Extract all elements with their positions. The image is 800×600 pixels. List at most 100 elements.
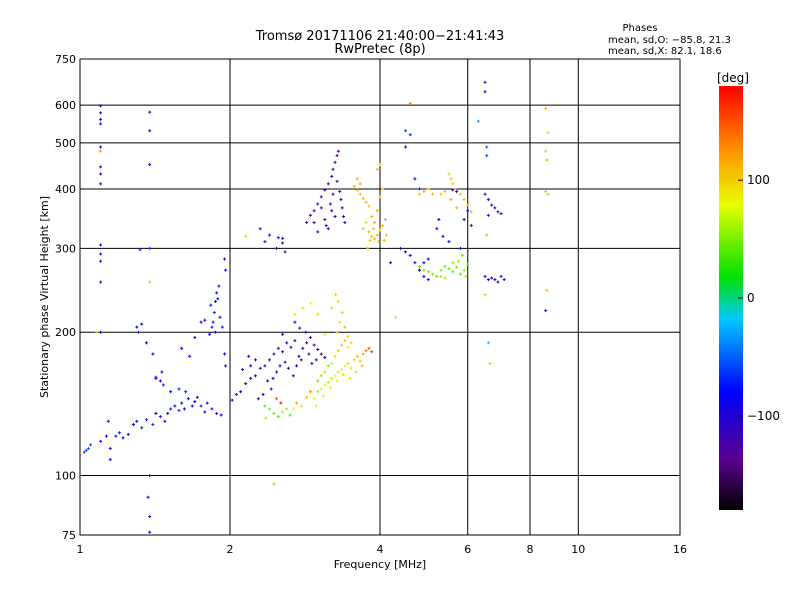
data-point [326, 380, 330, 384]
data-point [135, 325, 139, 329]
data-point [462, 268, 466, 272]
data-point [272, 352, 276, 356]
data-point [417, 192, 421, 196]
data-point [389, 261, 393, 265]
data-point [271, 376, 275, 380]
data-point [426, 270, 430, 274]
data-point [460, 253, 464, 257]
data-point [188, 354, 192, 358]
data-point [154, 411, 158, 415]
data-point [316, 379, 320, 383]
data-point [447, 172, 451, 176]
data-point [84, 448, 88, 452]
colorbar-tick-label: 0 [747, 291, 755, 305]
data-point [335, 179, 339, 183]
data-point [289, 345, 293, 349]
data-point [99, 330, 103, 334]
data-point [190, 404, 194, 408]
data-point [223, 352, 227, 356]
colorbar-tick-label: −100 [747, 409, 780, 423]
data-point [493, 206, 497, 210]
data-point [384, 233, 388, 237]
data-point [366, 246, 370, 250]
phases-title: Phases [622, 23, 657, 34]
data-point [408, 101, 412, 105]
x-ticks: 1 2 4 6 8 10 16 [77, 543, 688, 556]
data-point [267, 358, 271, 362]
data-point [205, 401, 209, 405]
data-point [328, 386, 332, 390]
data-point [154, 376, 158, 380]
data-point [99, 122, 103, 126]
data-point [439, 274, 443, 278]
data-point [417, 264, 421, 268]
data-point [258, 227, 262, 231]
data-point [148, 474, 152, 478]
data-point [336, 370, 340, 374]
data-point [333, 215, 337, 219]
data-point [305, 395, 309, 399]
data-point [169, 407, 173, 411]
data-point [544, 149, 548, 153]
data-point [99, 182, 103, 186]
data-point [275, 246, 279, 250]
data-point [466, 203, 470, 207]
data-point [469, 224, 473, 228]
data-point [281, 350, 285, 354]
data-point [343, 325, 347, 329]
data-point [99, 117, 103, 121]
data-point [443, 276, 447, 280]
data-point [269, 387, 273, 391]
data-point [339, 198, 343, 202]
data-point [121, 436, 125, 440]
data-point [249, 364, 253, 368]
data-point [370, 234, 374, 238]
data-point [316, 230, 320, 234]
data-point [209, 303, 213, 307]
data-point [213, 330, 217, 334]
data-point [453, 187, 457, 191]
data-point [382, 238, 386, 242]
data-point [431, 192, 435, 196]
data-point [224, 268, 228, 272]
data-point [375, 167, 379, 171]
data-point [173, 404, 177, 408]
data-point [299, 404, 303, 408]
data-point [291, 407, 295, 411]
data-point [493, 278, 497, 282]
y-tick-label: 75 [62, 529, 76, 542]
data-point [483, 192, 487, 196]
data-point [301, 306, 305, 310]
data-point [136, 330, 140, 334]
data-point [323, 370, 327, 374]
y-tick-label: 750 [55, 53, 76, 66]
data-point [215, 411, 219, 415]
data-point [283, 250, 287, 254]
data-point [426, 278, 430, 282]
data-point [193, 400, 197, 404]
data-point [545, 288, 549, 292]
data-point [324, 224, 328, 228]
data-point [455, 190, 459, 194]
data-point [323, 218, 327, 222]
data-point [253, 374, 257, 378]
data-point [336, 149, 340, 153]
data-point [375, 209, 379, 213]
data-point [422, 261, 426, 265]
data-point [361, 352, 365, 356]
data-point [266, 379, 270, 383]
data-point [361, 227, 365, 231]
data-point [340, 206, 344, 210]
data-point [308, 335, 312, 339]
titles: Tromsø 20171106 21:40:00−21:41:43 RwPret… [255, 29, 505, 57]
data-point [455, 206, 459, 210]
data-point [148, 163, 152, 167]
data-point [305, 221, 309, 225]
y-ticks: 75 100 200 300 400 500 600 750 [55, 53, 76, 542]
data-point [319, 206, 323, 210]
data-point [486, 278, 490, 282]
data-point [148, 280, 152, 284]
data-point [319, 387, 323, 391]
data-point [469, 210, 473, 214]
data-point [443, 264, 447, 268]
